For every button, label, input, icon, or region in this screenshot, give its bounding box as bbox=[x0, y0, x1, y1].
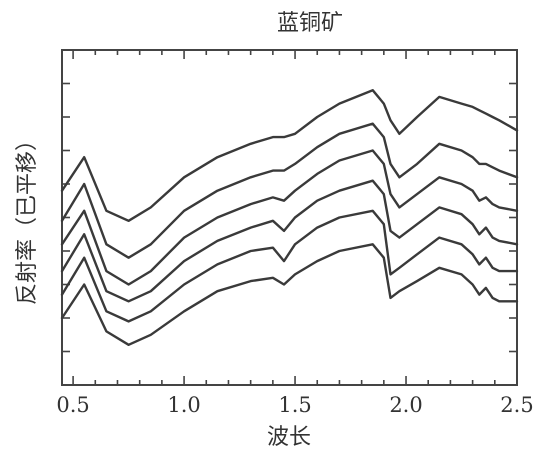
series-line-2 bbox=[60, 122, 519, 259]
y-axis-label: 反射率（已平移） bbox=[15, 129, 40, 305]
series-line-5 bbox=[60, 209, 519, 323]
x-tick-label: 0.5 bbox=[56, 393, 89, 417]
axis-ticks bbox=[62, 50, 518, 385]
x-tick-label: 1.0 bbox=[167, 393, 200, 417]
x-tick-labels: 0.5 1.0 1.5 2.0 2.5 bbox=[56, 393, 533, 417]
x-tick-label: 2.0 bbox=[389, 393, 422, 417]
series-line-1 bbox=[60, 89, 519, 222]
series-line-3 bbox=[60, 149, 519, 286]
x-tick-label: 2.5 bbox=[500, 393, 533, 417]
series-lines bbox=[60, 89, 519, 346]
x-axis-label: 波长 bbox=[267, 425, 311, 450]
series-line-4 bbox=[60, 179, 519, 303]
series-line-6 bbox=[60, 243, 519, 346]
chart-title: 蓝铜矿 bbox=[277, 11, 343, 36]
x-tick-label: 1.5 bbox=[278, 393, 311, 417]
